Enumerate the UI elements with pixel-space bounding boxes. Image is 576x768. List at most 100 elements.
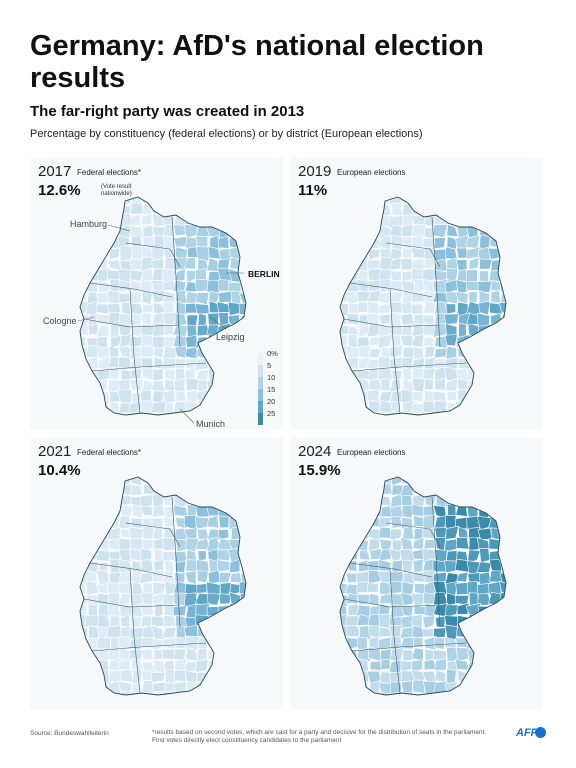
district-cell — [477, 613, 491, 630]
district-cell — [196, 368, 210, 382]
legend-swatch — [258, 353, 263, 365]
district-cell — [238, 690, 246, 695]
district-cell — [119, 334, 133, 348]
district-cell — [488, 648, 503, 662]
district-cell — [433, 412, 448, 415]
district-cell — [501, 313, 506, 325]
district-cell — [501, 214, 506, 228]
district-cell — [465, 390, 481, 403]
district-cell — [230, 482, 241, 494]
district-cell — [347, 357, 360, 369]
district-cell — [423, 413, 438, 415]
district-cell — [466, 197, 481, 206]
district-cell — [356, 202, 369, 217]
district-cell — [432, 224, 448, 239]
district-cell — [217, 368, 233, 382]
district-cell — [185, 691, 197, 695]
district-cell — [500, 516, 506, 531]
district-cell — [194, 690, 210, 695]
district-cell — [434, 658, 447, 672]
district-cell — [410, 247, 427, 259]
district-cell — [206, 515, 220, 529]
state-border — [349, 562, 433, 578]
map-panel-2019: 2019 European elections 11% — [290, 157, 543, 429]
district-cell — [345, 494, 359, 507]
district-cell — [121, 302, 131, 316]
district-cell — [356, 369, 371, 380]
district-cell — [162, 481, 177, 495]
district-cell — [391, 202, 403, 217]
district-cell — [184, 635, 200, 652]
district-cell — [86, 581, 99, 596]
district-cell — [121, 413, 134, 415]
district-cell — [467, 477, 482, 485]
state-border — [89, 282, 173, 298]
district-cell — [153, 412, 166, 415]
district-cell — [80, 525, 88, 541]
district-cell — [185, 482, 197, 497]
district-cell — [196, 477, 210, 486]
district-cell — [489, 692, 502, 695]
state-border — [351, 642, 467, 652]
district-cell — [346, 245, 359, 261]
district-cell — [219, 635, 231, 652]
district-cell — [161, 627, 177, 639]
district-cell — [489, 347, 503, 359]
district-cell — [172, 324, 189, 338]
district-cell — [377, 313, 392, 325]
district-cell — [410, 592, 425, 607]
district-cell — [377, 268, 394, 283]
district-cell — [85, 477, 101, 486]
district-cell — [151, 390, 165, 404]
district-cell — [241, 615, 246, 629]
district-cell — [228, 246, 244, 261]
district-cell — [444, 197, 459, 205]
district-cell — [216, 647, 231, 661]
district-cell — [400, 536, 414, 552]
district-cell — [501, 614, 506, 628]
district-cell — [195, 495, 210, 508]
district-cell — [340, 649, 350, 662]
district-cell — [340, 197, 346, 206]
district-cell — [455, 400, 470, 415]
district-cell — [118, 635, 133, 650]
district-cell — [378, 334, 394, 349]
district-cell — [194, 279, 209, 292]
district-cell — [489, 670, 503, 685]
district-cell — [80, 537, 87, 550]
district-cell — [391, 369, 403, 381]
district-cell — [340, 494, 349, 508]
district-cell — [229, 617, 243, 627]
district-cell — [477, 280, 493, 293]
district-cell — [411, 482, 425, 495]
district-cell — [412, 493, 426, 508]
district-cell — [216, 203, 231, 215]
district-cell — [84, 516, 99, 528]
district-cell — [240, 547, 246, 563]
district-cell — [230, 526, 243, 541]
district-cell — [499, 197, 506, 206]
district-cell — [479, 637, 492, 652]
district-cell — [80, 493, 87, 509]
district-cell — [119, 503, 134, 518]
district-cell — [358, 484, 370, 495]
district-cell — [400, 660, 413, 673]
page-title: Germany: AfD's national election results — [30, 30, 484, 94]
district-cell — [377, 368, 394, 381]
district-cell — [229, 558, 241, 574]
district-cell — [239, 649, 246, 662]
legend-label: 0% — [267, 349, 278, 358]
legend-swatch — [258, 401, 263, 413]
district-cell — [85, 569, 98, 583]
district-cell — [379, 691, 392, 695]
district-cell — [218, 571, 232, 584]
district-cell — [411, 334, 425, 348]
district-cell — [488, 493, 504, 508]
district-cell — [345, 214, 357, 226]
district-cell — [217, 389, 232, 402]
district-cell — [152, 481, 166, 495]
district-cell — [80, 646, 89, 661]
legend-swatch — [258, 365, 263, 377]
district-cell — [489, 358, 504, 371]
district-cell — [369, 660, 383, 672]
